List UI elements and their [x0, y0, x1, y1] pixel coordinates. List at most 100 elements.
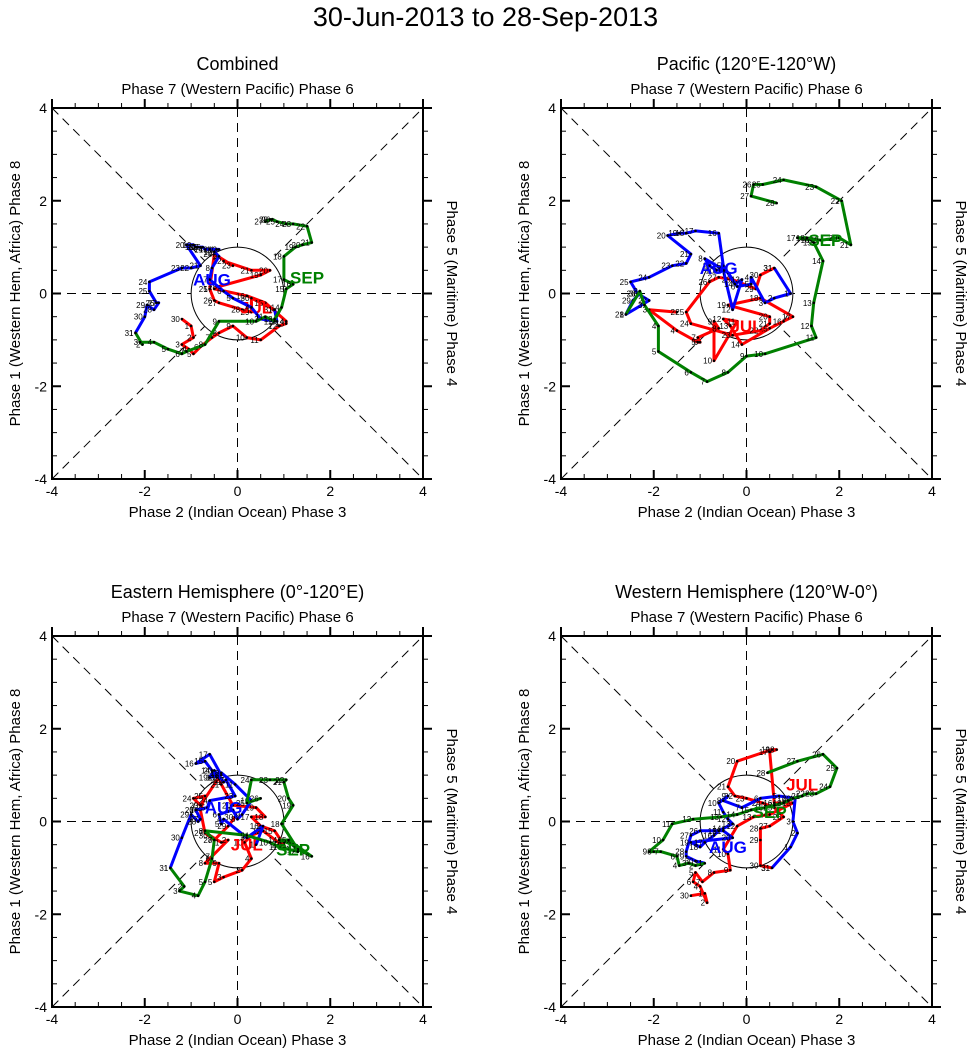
day-label: 20 — [828, 234, 837, 243]
day-marker — [166, 347, 170, 351]
day-label: 5 — [691, 338, 696, 347]
day-label: 24 — [199, 797, 208, 806]
day-marker — [694, 859, 697, 863]
day-label: 29 — [136, 301, 145, 310]
day-marker — [768, 326, 771, 330]
day-label: 31 — [763, 264, 772, 273]
day-label: 10 — [234, 838, 243, 847]
day-marker — [291, 222, 295, 226]
day-label: 19 — [285, 243, 294, 252]
series-jul: 2345678910111213141516171819202122232425… — [643, 264, 795, 366]
day-label: 3 — [175, 341, 180, 350]
day-label: 21 — [273, 778, 282, 787]
day-label: 15 — [712, 262, 721, 271]
day-marker — [657, 350, 660, 353]
y-tick-label: 0 — [39, 286, 47, 302]
day-marker — [199, 803, 202, 807]
month-label-jul: JUL — [786, 775, 818, 794]
month-label-aug: AUG — [709, 838, 747, 857]
day-marker — [217, 248, 221, 251]
day-label: 20 — [259, 266, 268, 275]
x-tick-label: 4 — [928, 1011, 936, 1027]
day-marker — [199, 264, 202, 267]
day-marker — [291, 803, 295, 807]
day-marker — [231, 324, 235, 328]
month-label-jul: JUL — [240, 298, 272, 317]
day-label: 1 — [784, 290, 789, 299]
day-label: 3 — [759, 299, 764, 308]
day-label: 11 — [255, 313, 264, 322]
y-tick-label: -4 — [35, 999, 48, 1015]
day-marker — [749, 275, 753, 279]
day-label: 14 — [201, 766, 210, 775]
day-marker — [250, 778, 253, 782]
day-marker — [731, 836, 734, 840]
day-label: 11 — [269, 843, 278, 852]
day-label: 15 — [740, 806, 749, 815]
day-marker — [768, 322, 771, 325]
day-label: 30 — [199, 831, 208, 840]
day-label: 8 — [199, 827, 204, 836]
day-marker — [689, 894, 693, 897]
day-marker — [245, 294, 249, 298]
day-label: 28 — [756, 769, 765, 778]
day-marker — [250, 857, 253, 860]
right-axis-label: Phase 5 (Maritime) Phase 4 — [952, 729, 969, 915]
day-marker — [791, 797, 795, 800]
day-label: 24 — [275, 220, 284, 229]
day-label: 10 — [708, 799, 717, 808]
day-marker — [735, 285, 739, 288]
day-marker — [768, 750, 771, 754]
day-marker — [677, 231, 681, 235]
day-label: 30 — [171, 834, 180, 843]
day-marker — [849, 243, 853, 247]
day-label: 11 — [713, 845, 722, 854]
day-marker — [189, 813, 193, 816]
day-label: 28 — [615, 310, 624, 319]
day-label: 31 — [763, 264, 772, 273]
x-axis-label: Phase 2 (Indian Ocean) Phase 3 — [638, 504, 856, 521]
day-label: 13 — [719, 322, 728, 331]
day-marker — [728, 324, 732, 328]
day-label: 17 — [787, 234, 796, 243]
day-label: 5 — [689, 869, 694, 878]
day-marker — [837, 236, 841, 240]
day-label: 25 — [266, 218, 275, 227]
day-label: 17 — [685, 227, 694, 236]
day-label: 1 — [784, 843, 789, 852]
day-marker — [215, 248, 218, 251]
day-label: 9 — [240, 831, 245, 840]
day-label: 14 — [268, 836, 277, 845]
x-tick-label: 0 — [743, 1011, 751, 1027]
x-tick-label: 0 — [743, 483, 751, 499]
day-marker — [684, 231, 688, 235]
day-label: 4 — [245, 855, 250, 864]
day-label: 14 — [712, 824, 721, 833]
day-label: 23 — [259, 776, 268, 785]
day-marker — [287, 797, 290, 800]
day-marker — [773, 266, 776, 270]
day-marker — [280, 822, 283, 826]
day-label: 14 — [271, 303, 280, 312]
day-marker — [726, 817, 730, 821]
month-label-aug: AUG — [205, 799, 243, 818]
day-marker — [196, 245, 200, 249]
day-label: 8 — [206, 264, 211, 273]
day-label: 18 — [185, 243, 194, 252]
day-label: 28 — [231, 306, 240, 315]
day-label: 23 — [224, 792, 233, 801]
day-label: 6 — [175, 350, 180, 359]
day-label: 18 — [271, 820, 280, 829]
y-tick-label: -2 — [544, 906, 557, 922]
day-marker — [199, 817, 202, 821]
day-label: 13 — [743, 813, 752, 822]
day-label: 24 — [183, 794, 192, 803]
x-tick-label: 4 — [419, 1011, 427, 1027]
day-marker — [180, 317, 184, 321]
day-marker — [735, 759, 739, 763]
day-label: 8 — [708, 869, 713, 878]
day-label: 21 — [759, 320, 768, 329]
day-label: 3 — [134, 338, 139, 347]
day-label: 26 — [189, 806, 198, 815]
day-label: 16 — [282, 280, 291, 289]
